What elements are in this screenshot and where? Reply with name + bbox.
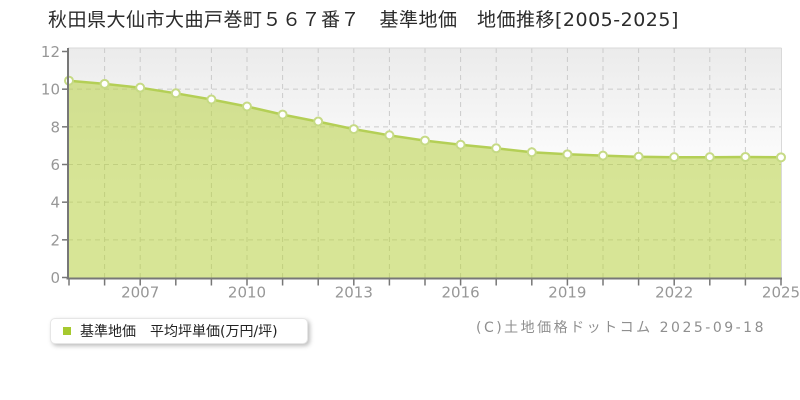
svg-text:2: 2: [50, 231, 60, 249]
copyright-text: (C)土地価格ドットコム 2025-09-18: [475, 320, 766, 336]
svg-text:2019: 2019: [548, 284, 586, 302]
page-title: 秋田県大仙市大曲戸巻町５６７番７ 基準地価 地価推移[2005-2025]: [48, 9, 679, 31]
legend-marker-icon: [63, 327, 71, 335]
svg-text:2010: 2010: [228, 284, 266, 302]
svg-text:12: 12: [41, 43, 60, 61]
legend-label: 基準地価 平均坪単価(万円/坪): [80, 324, 278, 340]
svg-text:2016: 2016: [442, 284, 480, 302]
svg-text:0: 0: [50, 269, 60, 287]
svg-text:8: 8: [50, 118, 60, 136]
price-trend-chart: 0 2 4 6 8 10 12 2007 2010 2013 2016 2019 2022 2025: [41, 43, 800, 302]
svg-text:6: 6: [50, 156, 60, 174]
svg-text:2025: 2025: [762, 284, 800, 302]
legend: 基準地価 平均坪単価(万円/坪): [50, 318, 308, 344]
svg-text:2013: 2013: [335, 284, 373, 302]
svg-text:2022: 2022: [655, 284, 693, 302]
svg-text:2007: 2007: [121, 284, 159, 302]
svg-text:10: 10: [41, 81, 60, 99]
svg-text:4: 4: [50, 194, 60, 212]
